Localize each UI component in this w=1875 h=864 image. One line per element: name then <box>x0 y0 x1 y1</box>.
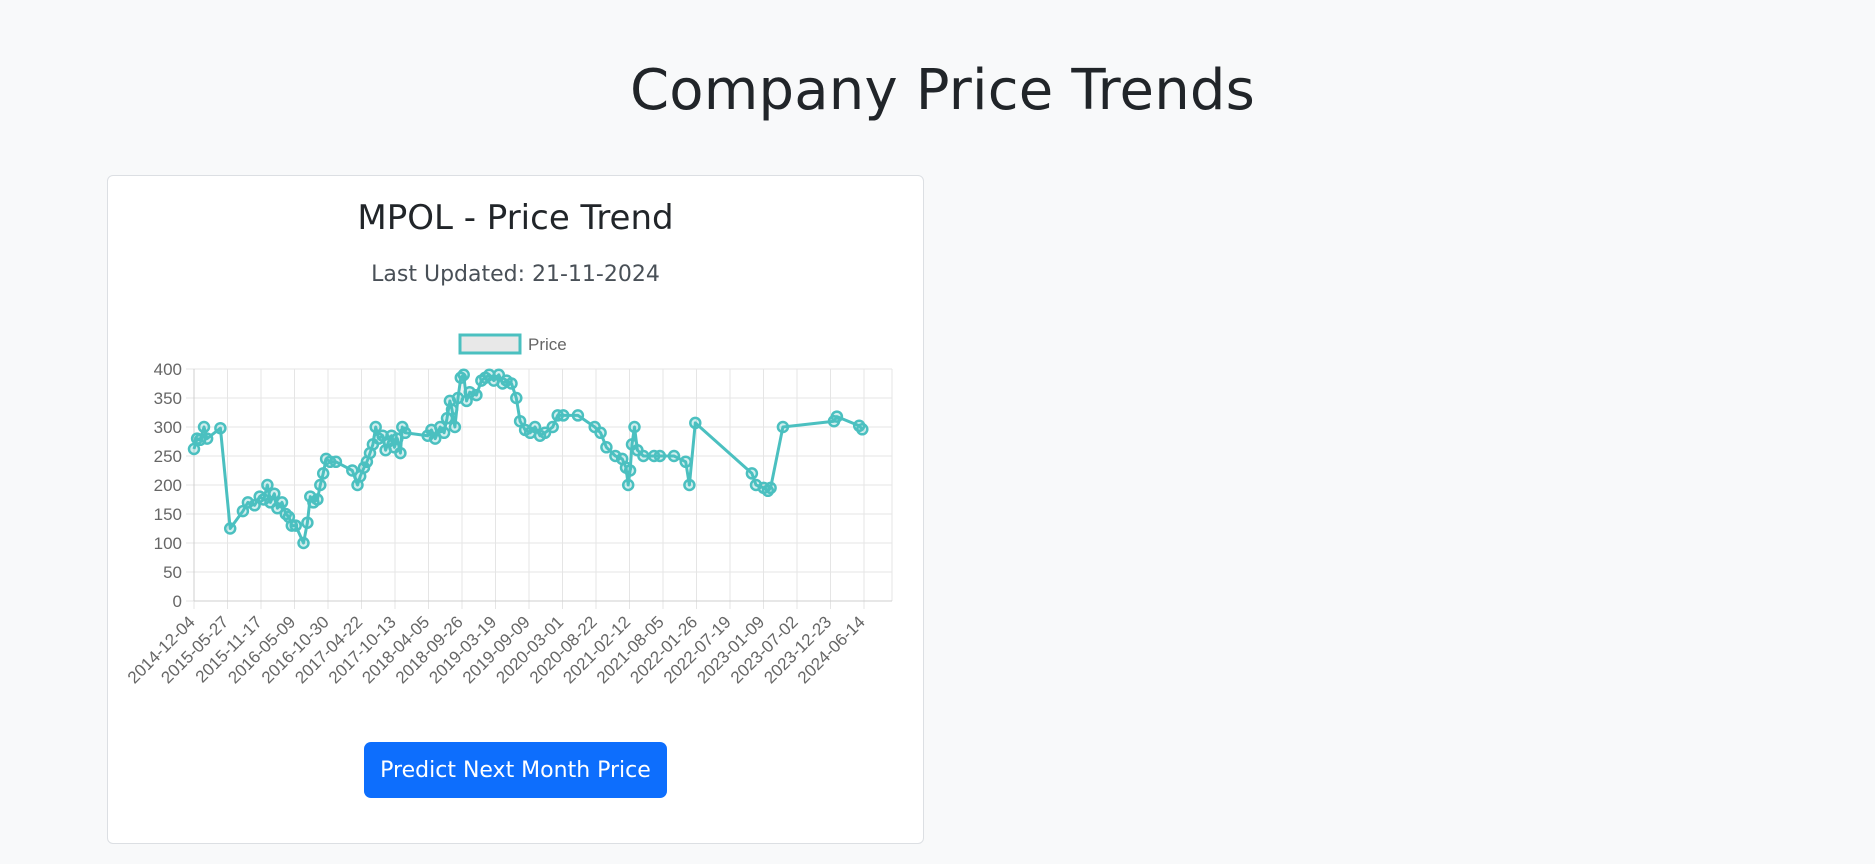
legend-swatch-price <box>458 333 522 355</box>
data-point[interactable] <box>311 493 324 506</box>
last-updated-text: Last Updated: 21-11-2024 <box>371 262 660 287</box>
data-point[interactable] <box>297 536 310 550</box>
data-point[interactable] <box>470 388 483 402</box>
data-point[interactable] <box>621 478 635 492</box>
card-title: MPOL - Price Trend <box>357 198 674 238</box>
legend-label-price: Price <box>528 335 567 354</box>
data-point[interactable] <box>437 426 451 440</box>
data-point[interactable] <box>448 420 462 434</box>
data-point[interactable] <box>197 420 211 434</box>
data-point[interactable] <box>683 478 696 492</box>
data-point[interactable] <box>764 481 777 495</box>
data-point[interactable] <box>329 455 343 469</box>
y-tick-label: 400 <box>154 360 182 379</box>
data-point[interactable] <box>557 409 570 422</box>
data-point[interactable] <box>679 455 692 469</box>
series-price <box>187 368 869 550</box>
data-point[interactable] <box>594 426 607 440</box>
predict-next-month-button[interactable]: Predict Next Month Price <box>364 742 667 798</box>
data-point[interactable] <box>391 432 404 445</box>
data-point[interactable] <box>314 478 327 492</box>
data-point[interactable] <box>275 496 289 509</box>
data-point[interactable] <box>369 420 382 434</box>
data-point[interactable] <box>316 467 330 480</box>
y-axis-ticks: 0 50 100 150 200 250 300 350 400 <box>154 360 182 611</box>
y-tick-label: 100 <box>154 534 182 553</box>
data-point[interactable] <box>856 423 869 436</box>
data-point[interactable] <box>223 522 237 535</box>
y-tick-label: 0 <box>173 592 182 611</box>
chart-legend[interactable]: Price <box>458 333 567 355</box>
data-point[interactable] <box>546 420 559 434</box>
chart-grid <box>186 368 893 609</box>
data-point[interactable] <box>457 368 470 382</box>
data-point[interactable] <box>667 449 681 463</box>
y-tick-label: 350 <box>154 389 182 408</box>
price-trend-card: MPOL - Price Trend Last Updated: 21-11-2… <box>107 175 924 844</box>
data-point[interactable] <box>248 499 261 512</box>
data-point[interactable] <box>268 487 281 500</box>
data-point[interactable] <box>776 420 790 434</box>
y-tick-label: 150 <box>154 505 182 524</box>
data-point[interactable] <box>301 516 314 529</box>
data-point[interactable] <box>745 467 759 480</box>
data-point[interactable] <box>214 421 227 435</box>
data-point[interactable] <box>394 446 407 460</box>
data-point[interactable] <box>653 449 667 463</box>
data-point[interactable] <box>261 478 274 492</box>
data-point[interactable] <box>510 391 523 405</box>
price-line-chart: Price 0 50 100 150 200 250 300 350 400 2014-12-0… <box>124 333 893 687</box>
data-point[interactable] <box>830 410 844 423</box>
data-point[interactable] <box>398 426 412 440</box>
data-point[interactable] <box>689 416 702 430</box>
data-point[interactable] <box>187 442 201 456</box>
y-tick-label: 300 <box>154 418 182 437</box>
data-point[interactable] <box>428 432 442 445</box>
data-point[interactable] <box>445 403 459 416</box>
data-point[interactable] <box>571 409 585 422</box>
data-point[interactable] <box>637 449 650 463</box>
data-point[interactable] <box>505 377 518 390</box>
data-point[interactable] <box>623 464 637 477</box>
data-point[interactable] <box>346 464 359 477</box>
data-point[interactable] <box>600 441 613 454</box>
data-point[interactable] <box>200 432 214 445</box>
x-axis-ticks: 2014-12-042015-05-272015-11-172016-05-09… <box>124 612 869 687</box>
page-title: Company Price Trends <box>629 58 1256 123</box>
data-point[interactable] <box>628 420 641 434</box>
y-tick-label: 50 <box>163 563 182 582</box>
y-tick-label: 200 <box>154 476 182 495</box>
data-point[interactable] <box>289 519 302 532</box>
y-tick-label: 250 <box>154 447 182 466</box>
